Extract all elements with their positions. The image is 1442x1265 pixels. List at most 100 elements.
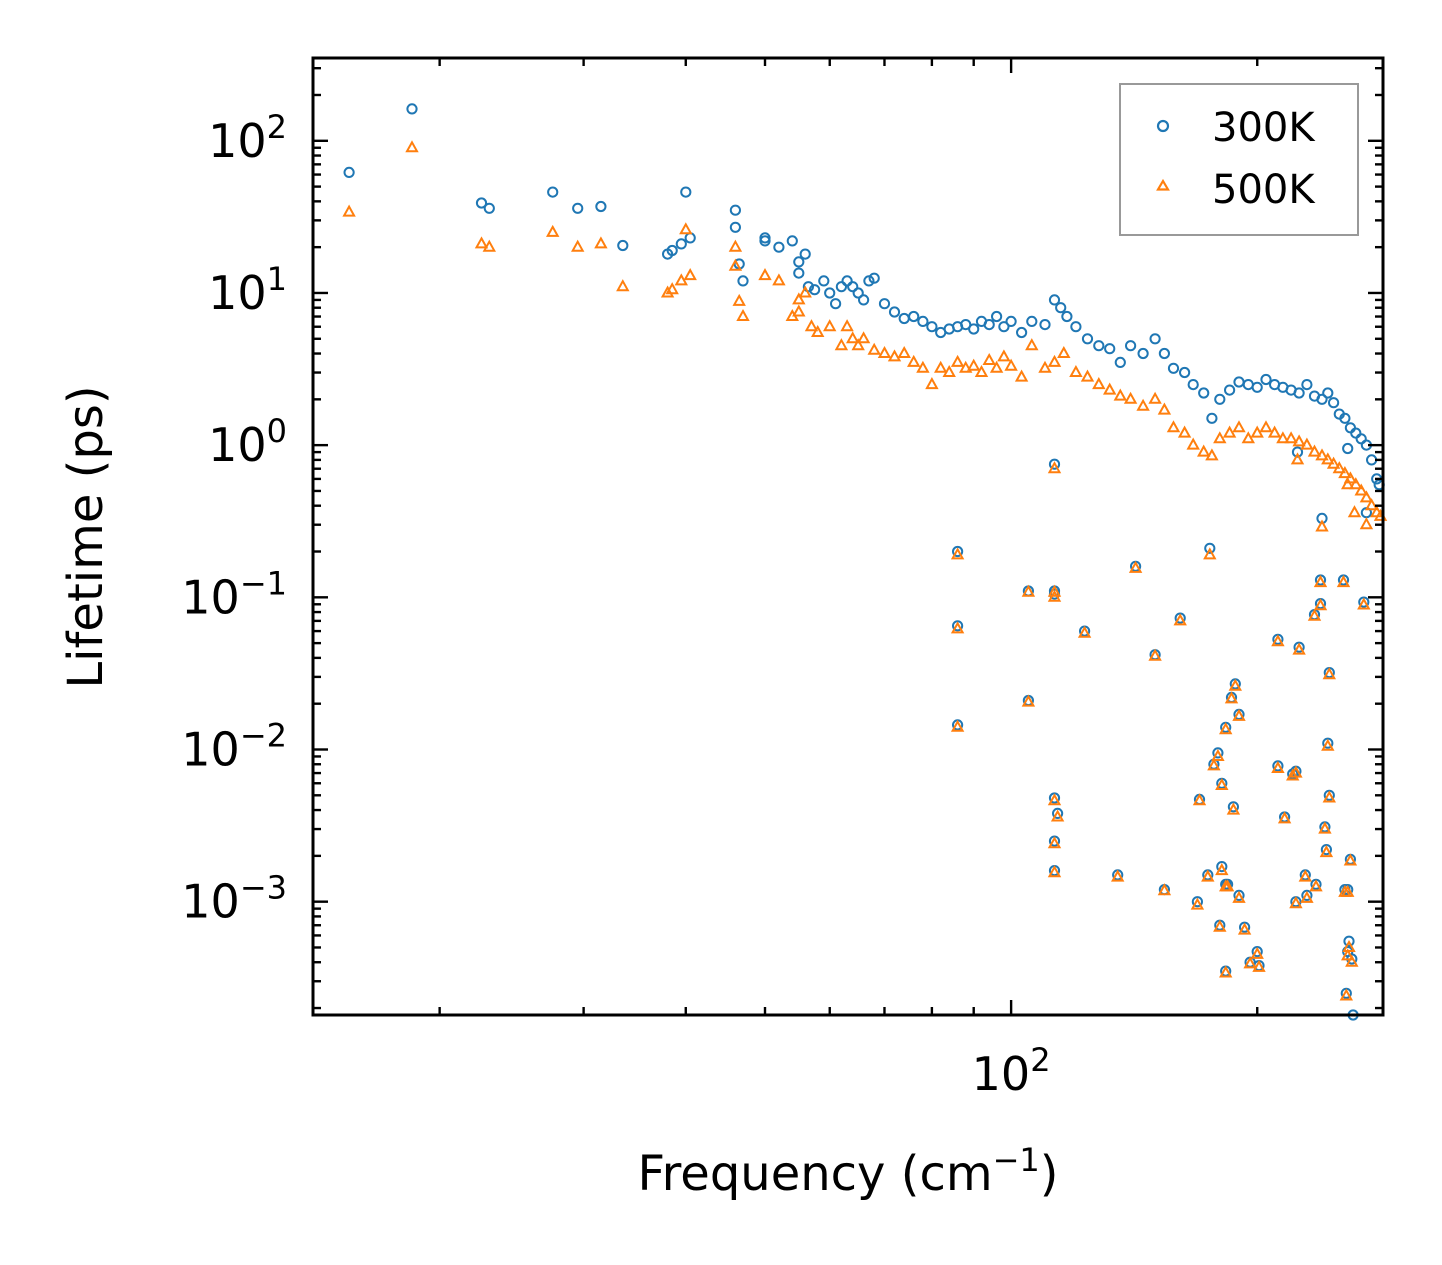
data-point-500k xyxy=(1315,448,1329,461)
data-point-500k xyxy=(934,360,948,373)
data-point-300k xyxy=(1293,387,1305,399)
data-point-300k xyxy=(809,284,821,296)
data-point-500k xyxy=(1226,802,1241,815)
data-point-500k xyxy=(1343,853,1358,866)
data-point-500k xyxy=(683,268,697,281)
data-point-500k xyxy=(1315,519,1329,532)
legend-marker-300k xyxy=(1156,119,1170,133)
data-point-300k xyxy=(830,298,842,310)
data-point-500k xyxy=(942,364,956,377)
data-point-300k xyxy=(983,319,995,331)
data-point-300k xyxy=(1048,294,1061,306)
data-point-500k xyxy=(1021,584,1036,597)
data-point-500k xyxy=(959,360,973,373)
data-point-300k xyxy=(835,281,848,293)
data-point-500k xyxy=(1148,391,1162,404)
data-point-500k xyxy=(1307,444,1322,457)
data-point-500k xyxy=(1326,456,1341,469)
data-point-300k xyxy=(1005,315,1017,327)
data-point-300k xyxy=(1167,362,1180,374)
data-point-500k xyxy=(665,282,679,295)
data-point-500k xyxy=(1354,483,1368,496)
data-point-500k xyxy=(792,304,806,317)
data-point-500k xyxy=(1077,625,1092,638)
data-point-500k xyxy=(1341,948,1355,961)
data-point-300k xyxy=(991,310,1003,323)
data-point-500k xyxy=(1128,560,1143,573)
data-point-500k xyxy=(728,258,743,271)
data-point-300k xyxy=(759,232,771,244)
data-point-500k xyxy=(594,236,608,249)
data-point-500k xyxy=(1190,897,1205,910)
data-point-500k xyxy=(840,319,854,332)
data-point-500k xyxy=(1313,575,1328,588)
data-point-500k xyxy=(1213,919,1227,932)
data-point-300k xyxy=(1104,343,1116,355)
data-point-500k xyxy=(851,338,865,351)
data-point-500k xyxy=(887,349,902,362)
data-point-500k xyxy=(1173,613,1187,626)
data-point-500k xyxy=(758,268,772,281)
data-point-500k xyxy=(1213,431,1227,444)
data-point-300k xyxy=(1227,801,1240,813)
data-point-500k xyxy=(1219,965,1233,978)
data-point-500k xyxy=(798,285,812,298)
data-point-500k xyxy=(1349,477,1363,490)
data-point-500k xyxy=(1252,959,1266,972)
data-point-500k xyxy=(1157,883,1172,896)
data-point-500k xyxy=(1309,879,1323,892)
data-point-500k xyxy=(660,285,675,298)
data-point-500k xyxy=(1341,477,1355,490)
data-point-300k xyxy=(1322,737,1334,749)
plot-frame xyxy=(311,56,1385,1017)
data-point-500k xyxy=(732,293,746,306)
data-point-300k xyxy=(1016,326,1028,339)
data-point-300k xyxy=(818,275,830,287)
data-point-500k xyxy=(1211,748,1225,761)
data-point-500k xyxy=(1313,598,1328,611)
data-point-500k xyxy=(1057,345,1071,358)
data-point-500k xyxy=(1047,354,1062,367)
data-point-300k xyxy=(1301,889,1313,902)
data-point-500k xyxy=(974,364,989,377)
data-point-500k xyxy=(925,377,939,390)
data-point-300k xyxy=(793,267,805,279)
data-point-500k xyxy=(1259,420,1273,433)
data-point-500k xyxy=(1336,575,1351,588)
data-point-300k xyxy=(1316,393,1328,405)
data-point-300k xyxy=(737,275,749,287)
data-point-500k xyxy=(1271,634,1285,647)
data-point-300k xyxy=(1216,861,1228,873)
data-point-300k xyxy=(1070,321,1082,333)
data-point-500k xyxy=(1111,869,1125,882)
legend: 300K 500K xyxy=(1119,83,1359,236)
data-point-500k xyxy=(1038,360,1052,373)
data-point-300k xyxy=(1328,397,1340,409)
data-point-500k xyxy=(950,621,965,634)
data-point-300k xyxy=(793,256,805,268)
y-axis-label: Lifetime (ps) xyxy=(58,385,114,688)
data-point-500k xyxy=(1341,884,1355,897)
data-point-500k xyxy=(1197,444,1211,457)
data-point-300k xyxy=(1343,935,1355,947)
data-point-500k xyxy=(1192,793,1207,806)
legend-label-500k: 500K xyxy=(1212,167,1316,213)
data-point-300k xyxy=(852,287,864,299)
data-point-500k xyxy=(1157,402,1172,415)
data-point-300k xyxy=(483,202,495,214)
data-point-500k xyxy=(1004,358,1018,371)
data-point-500k xyxy=(1228,678,1242,691)
data-point-500k xyxy=(867,342,881,355)
data-point-300k xyxy=(1322,387,1334,399)
data-point-500k xyxy=(1284,431,1298,444)
data-point-500k xyxy=(736,308,750,321)
data-point-300k xyxy=(475,197,488,209)
data-point-500k xyxy=(950,719,965,732)
data-point-500k xyxy=(1220,879,1235,892)
data-point-500k xyxy=(877,345,892,358)
data-point-300k xyxy=(868,272,880,284)
legend-frame xyxy=(1119,83,1359,236)
data-point-300k xyxy=(888,306,901,318)
data-point-500k xyxy=(967,358,981,371)
data-point-500k xyxy=(342,204,356,217)
